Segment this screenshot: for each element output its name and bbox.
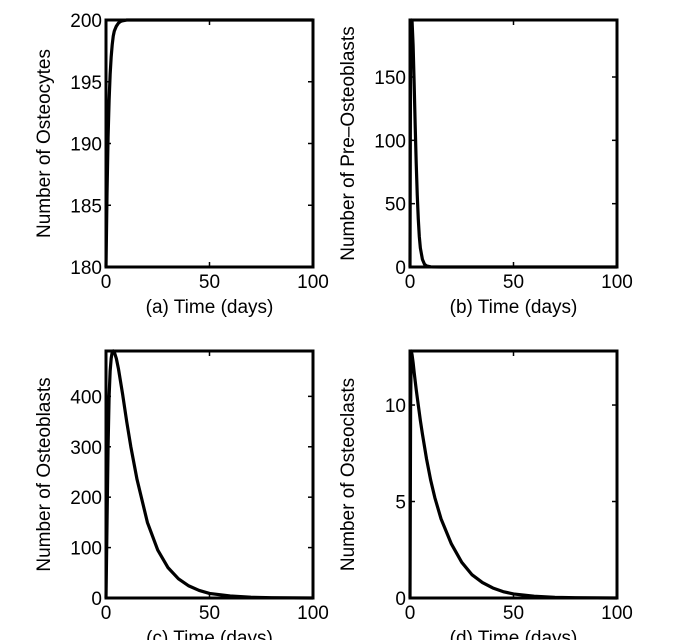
- y-tick-label: 0: [91, 589, 102, 610]
- x-tick-label: 0: [101, 603, 112, 624]
- y-tick-label: 5: [395, 493, 406, 514]
- series-line: [408, 18, 617, 269]
- x-axis-label: (b) Time (days): [450, 297, 578, 318]
- y-axis-label: Number of Osteocytes: [34, 49, 55, 238]
- x-tick-label: 100: [297, 272, 329, 293]
- panel-d: 0 50 100 0 5 10 (d) Time (days) Number of Osteo…: [338, 349, 633, 640]
- x-tick-label: 100: [601, 272, 633, 293]
- y-tick-label: 300: [70, 438, 102, 459]
- axes-frame: [408, 18, 619, 269]
- y-tick-label: 100: [374, 131, 406, 152]
- x-axis-label: (a) Time (days): [146, 297, 274, 318]
- y-tick-label: 100: [70, 539, 102, 560]
- axes-frame: [408, 349, 619, 600]
- y-axis-label: Number of Pre–Osteoblasts: [338, 26, 359, 260]
- x-axis-label: (c) Time (days): [146, 628, 273, 640]
- y-tick-label: 10: [385, 396, 406, 417]
- y-tick-label: 200: [70, 11, 102, 32]
- x-tick-label: 50: [503, 603, 524, 624]
- x-tick-label: 0: [101, 272, 112, 293]
- y-tick-label: 50: [385, 195, 406, 216]
- axes-frame: [104, 18, 315, 269]
- x-tick-label: 0: [405, 272, 416, 293]
- y-tick-label: 200: [70, 488, 102, 509]
- y-tick-label: 0: [395, 258, 406, 279]
- y-tick-label: 0: [395, 589, 406, 610]
- x-tick-label: 50: [503, 272, 524, 293]
- y-tick-label: 190: [70, 135, 102, 156]
- x-tick-label: 100: [297, 603, 329, 624]
- y-tick-label: 150: [374, 68, 406, 89]
- x-tick-label: 50: [199, 603, 220, 624]
- y-tick-label: 400: [70, 387, 102, 408]
- y-axis-label: Number of Osteoclasts: [338, 378, 359, 571]
- panel-a: 0 50 100 180 185 190 195 200 (a) Time (days) Numb…: [34, 11, 329, 318]
- panel-b: 0 50 100 0 50 100 150 (b) Time (days) Number of …: [338, 18, 633, 318]
- y-tick-label: 195: [70, 73, 102, 94]
- y-axis-label: Number of Osteoblasts: [34, 377, 55, 571]
- x-axis-label: (d) Time (days): [450, 628, 578, 640]
- x-tick-label: 0: [405, 603, 416, 624]
- series-line: [408, 349, 618, 600]
- y-tick-label: 185: [70, 196, 102, 217]
- x-tick-label: 50: [199, 272, 220, 293]
- series-line: [104, 349, 314, 600]
- y-tick-label: 180: [70, 258, 102, 279]
- x-tick-label: 100: [601, 603, 633, 624]
- series-line: [104, 18, 313, 268]
- panel-c: 0 50 100 0 100 200 300 400 (c) Time (days) Number…: [34, 349, 329, 640]
